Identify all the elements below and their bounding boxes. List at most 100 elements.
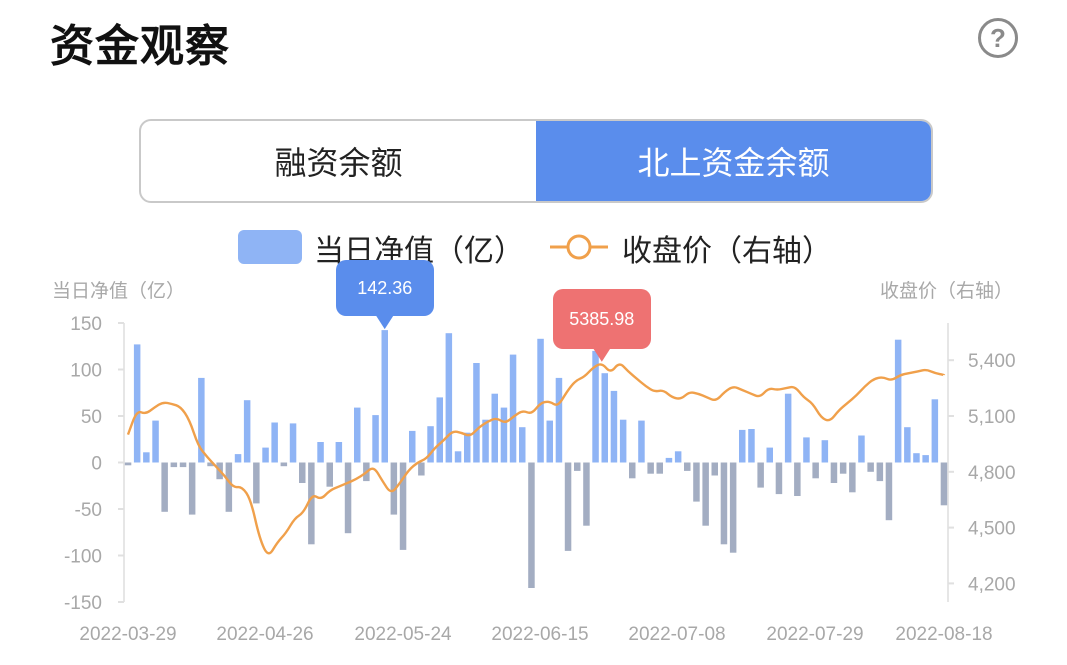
bar-positive [262,447,269,463]
bar-positive [436,397,443,463]
bar-positive [904,427,911,463]
price-line [126,363,946,555]
bar-negative [344,462,352,534]
bar-positive [601,373,608,463]
right-tick-label: 4,200 [968,574,1016,595]
right-axis-title: 收盘价（右轴） [880,280,1014,302]
bar-positive [537,338,544,463]
bar-tooltip: 142.36 [335,260,434,317]
bar-negative [720,462,728,545]
bar-positive [381,330,388,463]
bar-positive [271,422,278,463]
bar-positive [858,435,865,463]
bar-negative [564,462,572,551]
right-tick-label: 4,500 [968,519,1016,540]
bar-positive [152,420,159,463]
bar-positive [519,427,526,463]
bar-negative [253,462,260,504]
legend-line-label[interactable]: 收盘价（右轴） [622,234,832,269]
bar-positive [133,344,141,463]
bar-positive [335,442,343,463]
bar-negative [528,462,535,588]
bar-negative [876,462,884,482]
bar-positive [922,455,929,463]
bar-negative [647,462,654,474]
left-tick-label: 0 [91,454,102,475]
x-tick-label: 2022-03-29 [79,624,176,645]
legend-line-icon[interactable] [548,230,610,264]
x-tick-label: 2022-08-18 [895,624,992,645]
bar-negative [124,462,132,466]
bar-negative [757,462,764,488]
bar-negative [729,462,737,553]
tab-margin-balance[interactable]: 融资余额 [274,144,403,182]
bar-positive [821,440,829,463]
bar-positive [610,390,618,463]
tooltip-pointer [592,347,611,362]
x-tick-label: 2022-05-24 [354,624,452,645]
right-tick-label: 4,800 [968,463,1016,484]
bar-positive [894,339,902,463]
bar-negative [775,462,783,495]
bar-positive [482,419,489,463]
bar-negative [794,462,801,496]
bar-negative [684,462,691,471]
bar-negative [308,462,315,545]
tab-northbound-balance[interactable]: 北上资金余额 [536,121,931,201]
bar-positive [427,426,434,463]
bar-positive [803,437,810,463]
bar-negative [711,462,718,476]
bar-negative [867,462,874,472]
bar-positive [509,354,517,463]
question-circle-icon[interactable]: ? [978,18,1018,58]
bar-positive [674,451,682,463]
left-tick-label: 100 [70,361,102,382]
bar-positive [464,432,471,463]
bar-positive [243,400,251,463]
bar-positive [592,350,599,463]
left-axis-title: 当日净值（亿） [52,280,186,302]
bar-negative [574,462,581,471]
bar-negative [280,462,288,467]
bar-negative [702,462,709,526]
left-tick-label: 150 [70,314,102,335]
bar-positive [372,415,379,463]
bar-positive [555,377,563,463]
left-tick-label: 50 [81,407,102,428]
bar-negative [940,462,948,506]
bar-negative [418,462,425,476]
bar-positive [766,447,773,463]
page-title: 资金观察 [50,21,230,72]
x-tick-label: 2022-07-08 [628,624,725,645]
bar-positive [234,454,242,463]
bar-negative [188,462,196,515]
bar-negative [326,462,333,487]
legend-bar-swatch[interactable] [238,230,302,264]
bar-positive [317,442,324,463]
bar-positive [619,419,627,463]
bar-negative [849,462,856,493]
bar-positive [409,430,416,463]
bar-positive [739,429,746,463]
bar-positive [454,451,462,463]
bar-negative [299,462,306,483]
bar-negative [225,462,233,512]
tooltip-pointer [375,315,394,330]
left-tick-label: -50 [75,500,102,521]
bar-positive [445,333,453,463]
right-tick-label: 5,100 [968,407,1016,428]
bar-negative [656,462,663,474]
bar-negative [207,462,214,467]
bar-negative [693,462,700,502]
bar-positive [931,399,939,463]
bar-positive [748,429,755,463]
bar-negative [629,462,636,479]
bar-negative [839,462,847,474]
x-tick-label: 2022-06-15 [491,624,588,645]
bar-negative [390,462,398,515]
bar-positive [913,453,920,463]
bar-positive [500,407,508,463]
right-tick-label: 5,400 [968,351,1016,372]
bar-negative [885,462,893,521]
